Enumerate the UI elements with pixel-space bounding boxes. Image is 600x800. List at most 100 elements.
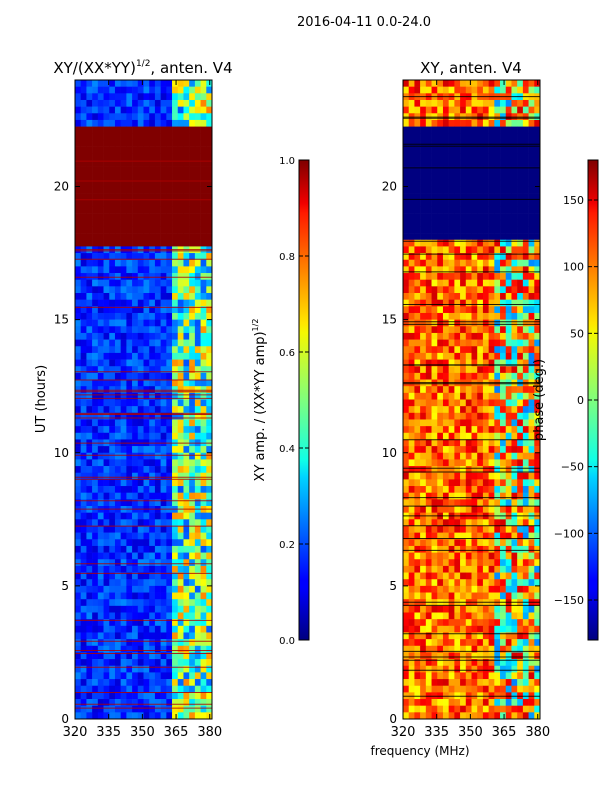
heatmap-cell: [471, 326, 478, 334]
heatmap-cell: [414, 559, 421, 567]
heatmap-cell: [149, 339, 156, 347]
heatmap-cell: [86, 266, 93, 274]
heatmap-cell: [408, 126, 415, 134]
heatmap-cell: [522, 306, 529, 314]
heatmap-cell: [488, 699, 495, 706]
heatmap-cell: [120, 286, 127, 294]
heatmap-cell: [143, 186, 150, 194]
heatmap-cell: [189, 312, 196, 320]
heatmap-cell: [166, 679, 173, 687]
heatmap-cell: [425, 99, 432, 107]
heatmap-cell: [206, 519, 213, 527]
heatmap-cell: [149, 299, 156, 307]
heatmap-cell: [109, 665, 116, 673]
heatmap-cell: [425, 246, 432, 254]
heatmap-cell: [177, 645, 184, 653]
heatmap-cell: [442, 213, 449, 221]
heatmap-cell: [166, 525, 173, 533]
heatmap-cell: [97, 153, 104, 161]
heatmap-cell: [103, 86, 110, 94]
heatmap-cell: [194, 379, 201, 387]
heatmap-cell: [420, 419, 427, 427]
heatmap-cell: [137, 372, 144, 380]
heatmap-cell: [194, 219, 201, 227]
heatmap-cell: [97, 86, 104, 94]
heatmap-cell: [160, 179, 167, 187]
heatmap-cell: [103, 525, 110, 533]
heatmap-cell: [92, 572, 99, 580]
heatmap-cell: [437, 712, 444, 720]
heatmap-cell: [465, 705, 472, 713]
heatmap-cell: [172, 559, 179, 567]
heatmap-cell: [189, 279, 196, 287]
heatmap-cell: [103, 659, 110, 667]
heatmap-cell: [103, 133, 110, 141]
heatmap-cell: [477, 133, 484, 141]
heatmap-cell: [160, 93, 167, 101]
heatmap-cell: [143, 492, 150, 500]
heatmap-cell: [505, 286, 512, 294]
heatmap-cell: [454, 372, 461, 380]
heatmap-cell: [194, 632, 201, 640]
heatmap-cell: [97, 359, 104, 367]
heatmap-cell: [488, 685, 495, 693]
heatmap-cell: [425, 585, 432, 593]
heatmap-cell: [460, 472, 467, 480]
heatmap-cell: [414, 486, 421, 493]
heatmap-cell: [80, 519, 87, 527]
heatmap-cell: [97, 253, 104, 261]
x-tick-label: 365: [164, 725, 189, 740]
heatmap-cell: [160, 99, 167, 107]
heatmap-cell: [114, 359, 121, 367]
heatmap-cell: [183, 559, 190, 567]
heatmap-cell: [420, 705, 427, 713]
heatmap-cell: [109, 86, 116, 94]
heatmap-cell: [75, 519, 82, 527]
heatmap-cell: [194, 86, 201, 94]
heatmap-cell: [160, 652, 167, 660]
heatmap-cell: [75, 552, 82, 560]
heatmap-cell: [482, 186, 489, 194]
heatmap-cell: [206, 213, 213, 221]
heatmap-cell: [154, 93, 161, 101]
heatmap-cell: [471, 712, 478, 720]
heatmap-cell: [403, 239, 410, 247]
heatmap-cell: [454, 306, 461, 314]
heatmap-cell: [460, 659, 467, 667]
heatmap-cell: [494, 159, 501, 167]
heatmap-cell: [166, 539, 173, 547]
heatmap-cell: [114, 559, 121, 567]
heatmap-cell: [177, 139, 184, 147]
heatmap-cell: [103, 213, 110, 221]
heatmap-cell: [494, 565, 501, 573]
heatmap-cell: [75, 332, 82, 340]
heatmap-cell: [132, 352, 139, 360]
heatmap-cell: [437, 193, 444, 201]
heatmap-cell: [114, 619, 121, 627]
heatmap-cell: [177, 226, 184, 234]
heatmap-cell: [143, 286, 150, 294]
heatmap-cell: [517, 499, 524, 507]
heatmap-cell: [97, 705, 104, 713]
heatmap-cell: [437, 206, 444, 214]
heatmap-cell: [189, 532, 196, 540]
heatmap-cell: [454, 99, 461, 107]
heatmap-cell: [206, 93, 213, 101]
heatmap-cell: [460, 293, 467, 300]
heatmap-cell: [183, 146, 190, 154]
heatmap-cell: [109, 166, 116, 174]
heatmap-cell: [177, 486, 184, 493]
heatmap-cell: [425, 213, 432, 221]
heatmap-cell: [442, 519, 449, 527]
heatmap-cell: [408, 239, 415, 247]
heatmap-cell: [126, 579, 133, 587]
heatmap-cell: [97, 426, 104, 434]
heatmap-cell: [500, 412, 507, 420]
heatmap-cell: [160, 299, 167, 307]
heatmap-cell: [448, 625, 455, 633]
heatmap-cell: [522, 472, 529, 480]
heatmap-cell: [408, 499, 415, 507]
heatmap-cell: [200, 286, 207, 294]
heatmap-cell: [431, 426, 438, 434]
heatmap-cell: [482, 99, 489, 107]
